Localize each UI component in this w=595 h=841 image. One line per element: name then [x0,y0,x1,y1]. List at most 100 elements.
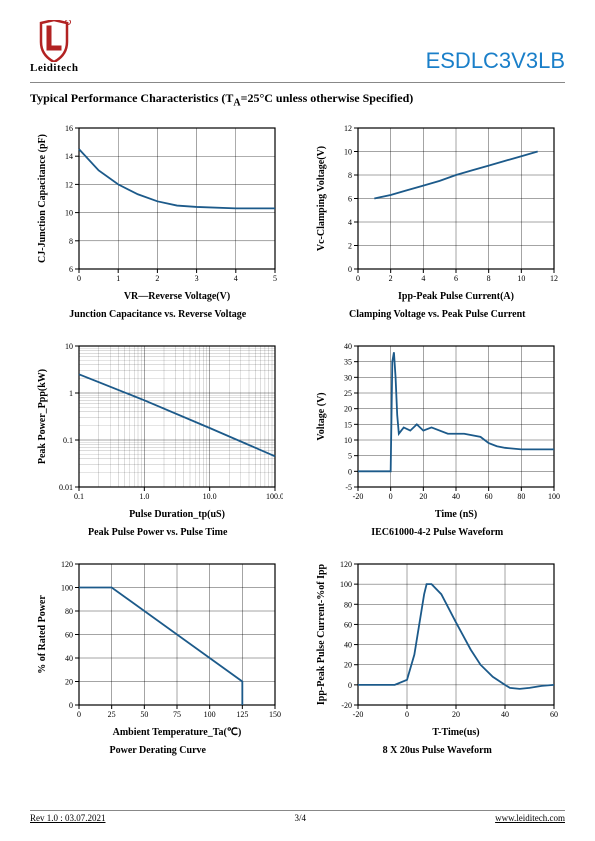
section-title-post: =25°C unless otherwise Specified) [241,91,414,105]
svg-text:5: 5 [273,274,277,283]
svg-text:35: 35 [344,358,352,367]
svg-text:150: 150 [269,710,281,719]
svg-text:10.0: 10.0 [202,492,216,501]
svg-text:120: 120 [61,560,73,569]
svg-text:Ambient Temperature_Ta(℃): Ambient Temperature_Ta(℃) [112,727,241,738]
chart-c6: -200204060-20020406080100120T-Time(us)Ip… [310,556,566,756]
svg-text:20: 20 [420,492,428,501]
svg-text:60: 60 [65,631,73,640]
svg-text:14: 14 [65,153,73,162]
brand-name: Leiditech [30,62,79,74]
svg-text:6: 6 [348,195,352,204]
svg-text:-20: -20 [353,710,364,719]
footer-rev: Rev 1.0 : 03.07.2021 [30,813,106,823]
footer-url: www.leiditech.com [495,813,565,823]
svg-text:4: 4 [348,218,352,227]
svg-text:25: 25 [344,389,352,398]
chart-c2: 024681012024681012Ipp-Peak Pulse Current… [310,120,566,320]
svg-text:-5: -5 [346,483,353,492]
svg-text:100: 100 [61,584,73,593]
svg-text:2: 2 [389,274,393,283]
chart-c4: -20020406080100-50510152025303540Time (n… [310,338,566,538]
svg-text:40: 40 [501,710,509,719]
svg-text:2: 2 [155,274,159,283]
chart-caption: Clamping Voltage vs. Peak Pulse Current [349,309,526,320]
svg-text:100: 100 [203,710,215,719]
svg-text:100: 100 [548,492,560,501]
svg-text:Voltage (V): Voltage (V) [316,393,327,441]
svg-text:16: 16 [65,124,73,133]
svg-text:Ipp-Peak Pulse Current-%of Ipp: Ipp-Peak Pulse Current-%of Ipp [316,564,327,706]
svg-text:CJ-Junction Capacitance (pF): CJ-Junction Capacitance (pF) [37,134,48,263]
chart-c3: 0.11.010.0100.00.010.1110Pulse Duration_… [30,338,286,538]
chart-caption: Peak Pulse Power vs. Pulse Time [88,527,227,538]
svg-text:Time (nS): Time (nS) [435,509,477,520]
svg-text:Vc-Clamping Voltage(V): Vc-Clamping Voltage(V) [316,146,327,251]
svg-text:8: 8 [348,171,352,180]
part-number: ESDLC3V3LB [426,48,565,74]
svg-text:0.1: 0.1 [63,436,73,445]
svg-text:50: 50 [140,710,148,719]
svg-text:0.01: 0.01 [59,483,73,492]
svg-text:60: 60 [485,492,493,501]
svg-text:0: 0 [77,710,81,719]
svg-text:0.1: 0.1 [74,492,84,501]
footer-page: 3/4 [295,813,307,823]
svg-text:6: 6 [69,265,73,274]
svg-text:4: 4 [234,274,238,283]
page-root: R Leiditech ESDLC3V3LB Typical Performan… [0,0,595,776]
svg-text:10: 10 [65,342,73,351]
footer: Rev 1.0 : 03.07.2021 3/4 www.leiditech.c… [30,810,565,823]
svg-text:1.0: 1.0 [139,492,149,501]
svg-text:75: 75 [173,710,181,719]
section-title-sub: A [233,97,240,108]
svg-text:8: 8 [487,274,491,283]
header-bar: R Leiditech ESDLC3V3LB [30,20,565,74]
svg-text:120: 120 [340,560,352,569]
svg-text:0: 0 [348,265,352,274]
svg-text:20: 20 [344,661,352,670]
svg-text:40: 40 [344,342,352,351]
svg-text:VR—Reverse Voltage(V): VR—Reverse Voltage(V) [124,291,230,302]
svg-text:40: 40 [65,654,73,663]
svg-text:Pulse Duration_tp(uS): Pulse Duration_tp(uS) [129,509,225,520]
brand-logo: R Leiditech [30,20,79,74]
svg-text:10: 10 [518,274,526,283]
svg-text:1: 1 [69,389,73,398]
header-divider [30,82,565,83]
svg-text:% of Rated Power: % of Rated Power [37,595,48,674]
svg-text:10: 10 [65,209,73,218]
svg-text:0: 0 [77,274,81,283]
charts-grid: 0123456810121416VR—Reverse Voltage(V)CJ-… [30,120,565,756]
svg-text:6: 6 [454,274,458,283]
svg-text:0: 0 [356,274,360,283]
svg-text:4: 4 [422,274,426,283]
section-title-pre: Typical Performance Characteristics (T [30,91,233,105]
svg-text:100.0: 100.0 [266,492,283,501]
svg-text:10: 10 [344,148,352,157]
svg-text:12: 12 [344,124,352,133]
svg-text:12: 12 [65,181,73,190]
svg-text:0: 0 [389,492,393,501]
svg-text:0: 0 [348,468,352,477]
svg-text:80: 80 [65,607,73,616]
section-title: Typical Performance Characteristics (TA=… [30,91,565,108]
shield-icon: R [37,20,71,62]
svg-text:100: 100 [340,581,352,590]
svg-text:25: 25 [107,710,115,719]
svg-text:0: 0 [405,710,409,719]
svg-text:0: 0 [69,701,73,710]
svg-text:2: 2 [348,242,352,251]
chart-caption: Junction Capacitance vs. Reverse Voltage [69,309,246,320]
svg-text:0: 0 [348,681,352,690]
svg-text:5: 5 [348,452,352,461]
svg-text:8: 8 [69,237,73,246]
svg-text:T-Time(us): T-Time(us) [433,727,480,738]
svg-text:80: 80 [344,601,352,610]
footer-divider [30,810,565,811]
chart-c5: 0255075100125150020406080100120Ambient T… [30,556,286,756]
chart-caption: IEC61000-4-2 Pulse Waveform [371,527,503,538]
svg-text:Ipp-Peak Pulse Current(A): Ipp-Peak Pulse Current(A) [398,291,514,302]
svg-text:15: 15 [344,421,352,430]
svg-text:20: 20 [452,710,460,719]
